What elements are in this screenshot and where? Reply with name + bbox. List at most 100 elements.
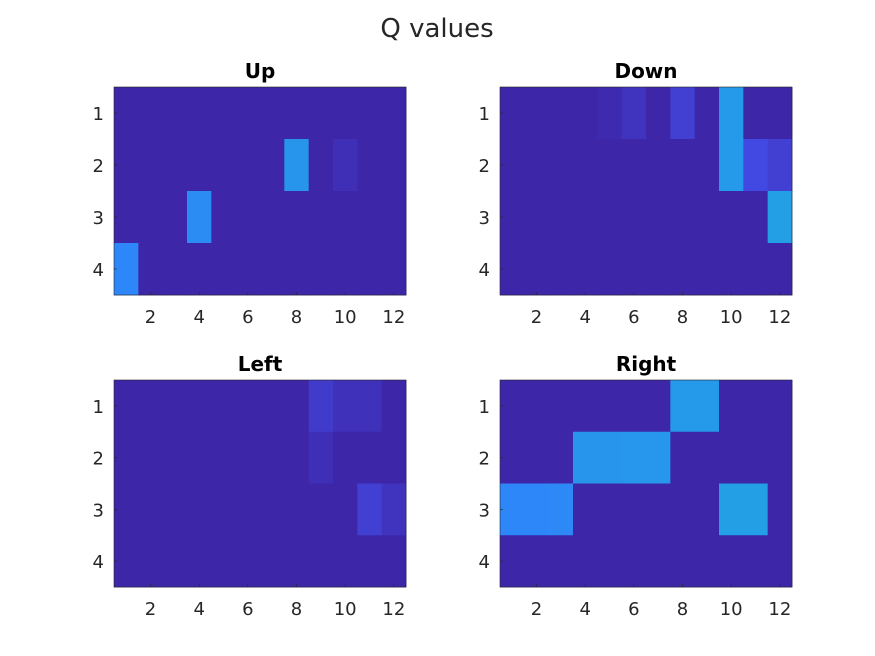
x-tick-label: 4 <box>193 307 204 328</box>
heatmap-cell <box>694 243 720 296</box>
heatmap-cell <box>743 191 769 244</box>
heatmap-cell <box>621 380 647 433</box>
x-tick-label: 6 <box>242 307 253 328</box>
heatmap-cell <box>694 139 720 192</box>
x-tick-label: 6 <box>628 307 639 328</box>
heatmap-cell <box>597 191 623 244</box>
heatmap-cell <box>670 483 696 536</box>
heatmap-cell <box>597 431 623 484</box>
heatmap-cell <box>500 380 525 433</box>
y-tick-label: 2 <box>479 156 490 177</box>
heatmap-cell <box>646 139 671 192</box>
subplot-title: Left <box>238 352 283 376</box>
heatmap-cell <box>235 380 261 433</box>
y-tick-label: 3 <box>93 208 104 229</box>
heatmap-cell <box>381 535 407 588</box>
heatmap-cell <box>500 535 525 588</box>
heatmap-cell <box>308 191 334 244</box>
heatmap-cell <box>235 191 261 244</box>
heatmap-cell <box>573 431 598 484</box>
heatmap-cell <box>767 431 793 484</box>
heatmap-cell <box>381 431 407 484</box>
heatmap-cell <box>308 87 334 140</box>
x-tick-label: 4 <box>579 307 590 328</box>
heatmap-cell <box>500 483 525 536</box>
heatmap-cell <box>573 243 598 296</box>
y-tick-label: 3 <box>479 500 490 521</box>
y-tick-label: 2 <box>479 449 490 470</box>
heatmap-cell <box>381 483 407 536</box>
heatmap-cell <box>646 431 671 484</box>
x-tick-label: 10 <box>720 599 743 620</box>
heatmap-cell <box>138 243 164 296</box>
heatmap-cell <box>548 483 574 536</box>
heatmap-cell <box>162 139 188 192</box>
heatmap-cell <box>646 380 671 433</box>
heatmap-cell <box>670 87 696 140</box>
heatmap-cell <box>187 191 212 244</box>
heatmap-cell <box>138 139 164 192</box>
heatmap-cell <box>260 535 285 588</box>
heatmap-cell <box>719 243 744 296</box>
heatmap-cell <box>114 87 139 140</box>
y-tick-label: 4 <box>93 552 104 573</box>
heatmap-cell <box>381 139 407 192</box>
heatmap-cell <box>548 243 574 296</box>
heatmap-cell <box>235 243 261 296</box>
heatmap-cell <box>694 380 720 433</box>
heatmap-cell <box>524 483 550 536</box>
heatmap-cell <box>333 431 358 484</box>
x-tick-label: 12 <box>382 599 405 620</box>
heatmap-cell <box>500 191 525 244</box>
heatmap-cell <box>357 139 383 192</box>
heatmap-cell <box>357 191 383 244</box>
heatmap-cell <box>138 380 164 433</box>
axes-frame <box>113 379 407 588</box>
x-tick-label: 10 <box>720 307 743 328</box>
heatmap-cell <box>114 431 139 484</box>
heatmap-cell <box>333 483 358 536</box>
heatmap-cell <box>767 483 793 536</box>
heatmap-cell <box>284 483 310 536</box>
heatmap-cell <box>573 535 598 588</box>
heatmap-cell <box>357 535 383 588</box>
x-tick-label: 12 <box>382 307 405 328</box>
heatmap-cell <box>597 483 623 536</box>
heatmap-cell <box>500 87 525 140</box>
heatmap-cell <box>719 483 744 536</box>
heatmap-cell <box>694 431 720 484</box>
heatmap-cell <box>260 87 285 140</box>
heatmap-cell <box>138 191 164 244</box>
heatmap-cell <box>524 191 550 244</box>
heatmap-cell <box>548 191 574 244</box>
heatmap-cell <box>187 243 212 296</box>
heatmap-cell <box>597 139 623 192</box>
y-tick-label: 4 <box>479 260 490 281</box>
heatmap-cell <box>621 535 647 588</box>
heatmap-cell <box>138 535 164 588</box>
heatmap-cell <box>162 243 188 296</box>
heatmap-cell <box>114 535 139 588</box>
x-tick-label: 8 <box>291 307 302 328</box>
heatmap-cell <box>524 380 550 433</box>
heatmap-cell <box>646 191 671 244</box>
heatmap-cell <box>187 87 212 140</box>
heatmap-cell <box>694 535 720 588</box>
heatmap-cell <box>381 380 407 433</box>
heatmap-cell <box>548 87 574 140</box>
axes-frame <box>499 86 793 296</box>
heatmap-cell <box>573 483 598 536</box>
heatmap-cell <box>211 139 237 192</box>
x-tick-label: 12 <box>768 307 791 328</box>
heatmap-cell <box>670 535 696 588</box>
heatmap-cell <box>357 431 383 484</box>
heatmap-cell <box>670 380 696 433</box>
heatmap-cell <box>284 380 310 433</box>
heatmap-cell <box>162 431 188 484</box>
heatmap-cell <box>333 139 358 192</box>
heatmap-cell <box>646 243 671 296</box>
heatmap-cell <box>694 87 720 140</box>
heatmap-cell <box>333 243 358 296</box>
